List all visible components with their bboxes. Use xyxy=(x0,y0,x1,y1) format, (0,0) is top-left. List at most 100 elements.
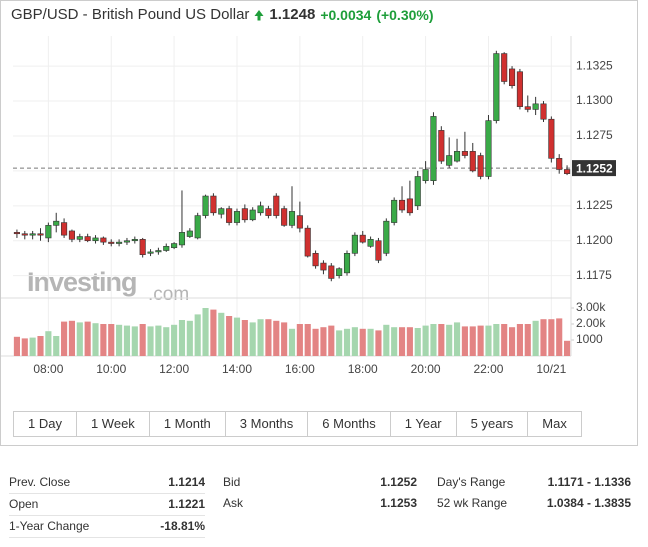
candle-body xyxy=(469,151,476,172)
candle-body xyxy=(147,251,154,254)
volume-bar xyxy=(249,322,256,356)
volume-bar xyxy=(532,320,539,356)
volume-bar xyxy=(21,338,28,356)
watermark: Investing xyxy=(27,267,137,297)
volume-bar xyxy=(398,327,406,356)
stats-column: Day's Range 1.1171 - 1.1336 52 wk Range 1.0… xyxy=(437,472,631,514)
stats-row: Ask 1.1253 xyxy=(223,493,417,514)
range-button[interactable]: 3 Months xyxy=(226,412,309,436)
volume-bar xyxy=(186,320,193,356)
x-tick-label: 22:00 xyxy=(473,362,503,376)
x-tick-label: 10/21 xyxy=(536,362,566,376)
candle-body xyxy=(564,169,571,174)
range-button[interactable]: Max xyxy=(542,416,567,431)
candle-body xyxy=(100,237,107,243)
stats-value: -18.81% xyxy=(160,519,205,533)
stats-column: Bid 1.1252 Ask 1.1253 xyxy=(223,472,417,514)
candle-body xyxy=(461,151,468,156)
volume-bar xyxy=(516,324,523,356)
candle-body xyxy=(296,215,303,229)
candle-body xyxy=(446,155,453,166)
volume-bar xyxy=(37,336,44,356)
range-button[interactable]: 1 Month xyxy=(150,412,226,436)
candle-body xyxy=(123,240,131,243)
stats-value: 1.1253 xyxy=(380,496,417,510)
y-tick-label: 1.1300 xyxy=(576,93,613,107)
up-arrow xyxy=(254,9,264,20)
candle-body xyxy=(139,239,146,256)
candle-body xyxy=(516,71,523,107)
candle-body xyxy=(375,240,382,261)
volume-bar xyxy=(391,327,398,356)
volume-bar xyxy=(53,336,60,356)
candle-body xyxy=(29,233,36,236)
candle-body xyxy=(178,232,186,246)
stats-value: 1.0384 - 1.3835 xyxy=(546,496,631,510)
candle-body xyxy=(37,233,44,236)
volume-bar xyxy=(194,314,201,356)
stats-label: Open xyxy=(9,497,39,511)
candle-body xyxy=(406,198,413,214)
candle-body xyxy=(84,236,91,242)
volume-bar xyxy=(202,308,209,356)
candle-body xyxy=(281,208,288,226)
x-tick-label: 08:00 xyxy=(33,362,63,376)
volume-bar xyxy=(508,327,516,356)
stats-row: 1-Year Change -18.81% xyxy=(9,516,205,538)
volume-bar xyxy=(257,319,264,356)
candle-body xyxy=(241,208,248,221)
volume-bar xyxy=(328,325,335,356)
volume-bar xyxy=(178,320,186,356)
candle-body xyxy=(273,195,280,216)
chart: Investing .com 08:00 10:00 12:00 14:00 16:00… xyxy=(1,36,616,376)
candle-body xyxy=(76,236,83,240)
stats-column: Prev. Close 1.1214 Open 1.1221 1-Year Change… xyxy=(9,472,205,538)
volume-bar xyxy=(233,317,241,356)
candle-body xyxy=(13,232,20,235)
candle-body xyxy=(367,239,374,247)
stats-row: Open 1.1221 xyxy=(9,494,205,516)
range-button[interactable]: 1 Day xyxy=(14,412,77,436)
volume-bar xyxy=(461,326,468,356)
y-tick-label: 1.1200 xyxy=(576,233,613,247)
candle-body xyxy=(202,195,209,216)
volume-bar xyxy=(210,309,217,356)
volume-bar xyxy=(438,324,445,356)
candle-body xyxy=(163,246,170,251)
candle-body xyxy=(45,225,52,239)
range-button[interactable]: 1 Year xyxy=(391,412,457,436)
stats-row: Bid 1.1252 xyxy=(223,472,417,493)
volume-bar xyxy=(29,337,36,356)
volume-bar xyxy=(320,327,327,356)
stats-label: Prev. Close xyxy=(9,475,71,489)
candle-body xyxy=(116,241,123,244)
candle-body xyxy=(493,53,500,121)
x-tick-label: 10:00 xyxy=(96,362,126,376)
volume-bar xyxy=(163,327,170,356)
y2-tick-label: 1000 xyxy=(576,332,603,346)
volume-bar xyxy=(485,325,492,356)
range-button[interactable]: 5 years xyxy=(457,412,529,436)
change-percent: (+0.30%) xyxy=(376,6,434,23)
volume-bar xyxy=(296,324,303,356)
candle-body xyxy=(414,176,421,207)
volume-bar xyxy=(273,320,280,356)
candle-body xyxy=(391,199,398,223)
stats-label: 1-Year Change xyxy=(9,519,90,533)
stats-row: Day's Range 1.1171 - 1.1336 xyxy=(437,472,631,493)
candle-body xyxy=(92,237,99,242)
volume-bar xyxy=(281,322,288,356)
candle-body xyxy=(532,103,539,110)
y2-tick-label: 2.00k xyxy=(576,316,606,330)
candle-body xyxy=(68,230,75,240)
range-button[interactable]: 6 Months xyxy=(308,412,391,436)
candle-body xyxy=(312,253,319,267)
volume-bar xyxy=(171,324,178,356)
candle-body xyxy=(171,243,178,249)
candle-body xyxy=(328,265,335,279)
volume-bar xyxy=(430,324,437,356)
candle-body xyxy=(186,230,193,237)
candle-body xyxy=(21,233,28,236)
range-button[interactable]: 1 Week xyxy=(77,412,150,436)
